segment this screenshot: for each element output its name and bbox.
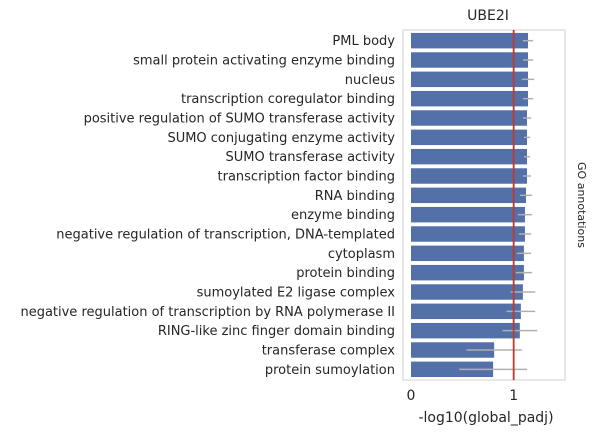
bar (411, 342, 495, 358)
bar (411, 245, 524, 262)
bar (411, 226, 525, 242)
plot-frame (402, 29, 566, 381)
category-label: protein binding (296, 266, 395, 281)
bar (411, 322, 520, 339)
category-label: cytoplasm (328, 247, 395, 262)
category-label: positive regulation of SUMO transferase … (84, 112, 396, 127)
right-axis-label: GO annotations (575, 162, 588, 248)
x-tick-label: 1 (509, 388, 518, 404)
bar (411, 71, 529, 88)
bar (411, 303, 521, 320)
bar (411, 168, 528, 184)
chart-title: UBE2I (467, 8, 509, 24)
bar (411, 187, 526, 204)
category-label: RING-like zinc finger domain binding (158, 324, 395, 339)
category-label: enzyme binding (291, 208, 395, 223)
category-label: negative regulation of transcription by … (20, 305, 395, 320)
bar (411, 361, 494, 378)
category-label: protein sumoylation (265, 363, 395, 378)
category-label: sumoylated E2 ligase complex (197, 286, 396, 301)
x-tick-label: 0 (407, 388, 416, 404)
category-label: SUMO transferase activity (226, 150, 396, 165)
category-label: SUMO conjugating enzyme activity (167, 131, 395, 146)
category-label: nucleus (345, 73, 395, 88)
category-label: transferase complex (262, 344, 396, 359)
category-label: small protein activating enzyme binding (133, 54, 395, 69)
category-labels-group: PML body small protein activating enzyme … (20, 34, 395, 378)
bar (411, 206, 525, 223)
category-label: transcription coregulator binding (181, 92, 395, 107)
error-bars-group (459, 39, 538, 371)
bar (411, 52, 529, 68)
category-label: RNA binding (315, 189, 395, 204)
category-label: transcription factor binding (218, 170, 396, 185)
bar (411, 129, 528, 146)
bar (411, 148, 528, 165)
bar (411, 110, 528, 126)
x-axis-label: -log10(global_padj) (418, 410, 553, 426)
bar (411, 264, 524, 281)
category-label: negative regulation of transcription, DN… (56, 228, 395, 243)
bar (411, 90, 529, 107)
category-label: PML body (332, 34, 395, 49)
bar (411, 32, 529, 49)
bar (411, 284, 523, 300)
bars-group (411, 32, 529, 378)
